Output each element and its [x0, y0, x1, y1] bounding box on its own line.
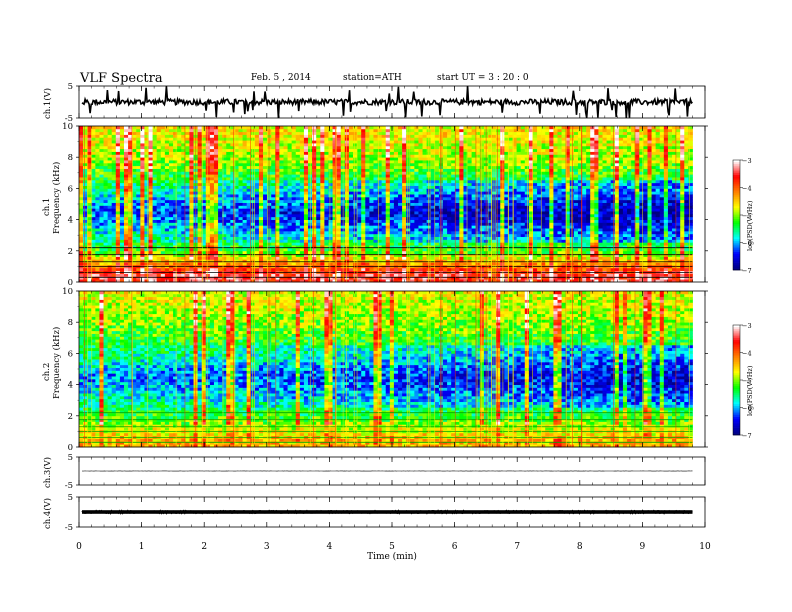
colorbar-tick-label: −5 — [742, 212, 752, 220]
y-tick-label: -5 — [65, 114, 73, 124]
x-tick-label: 5 — [389, 542, 395, 552]
colorbar-tick-label: −6 — [742, 240, 752, 248]
y-tick-label: 10 — [62, 287, 73, 297]
y-tick-label: 0 — [68, 278, 73, 288]
y-tick-label: 4 — [68, 216, 73, 226]
x-tick-label: 7 — [514, 542, 520, 552]
x-tick-label: 1 — [139, 542, 145, 552]
y-tick-label: -5 — [65, 523, 73, 533]
waveform-axis-label: ch.4(V) — [42, 498, 53, 529]
date-label: Feb. 5 , 2014 — [251, 73, 311, 83]
colorbar-tick-label: −4 — [742, 350, 752, 358]
x-tick-label: 3 — [264, 542, 270, 552]
colorbar — [733, 160, 740, 271]
colorbar-label: log(PSD(V²/Hz) — [746, 365, 754, 416]
colorbar-tick-label: −4 — [742, 185, 752, 193]
y-tick-label: 5 — [68, 493, 73, 503]
x-tick-label: 9 — [640, 542, 646, 552]
frequency-axis-label: Frequency (kHz) — [51, 327, 62, 399]
y-tick-label: 8 — [68, 153, 73, 163]
figure-title: VLF Spectra — [80, 71, 163, 86]
y-tick-label: 2 — [68, 412, 73, 422]
colorbar — [733, 325, 740, 436]
x-axis-label: Time (min) — [367, 551, 417, 562]
frequency-axis-label: Frequency (kHz) — [51, 162, 62, 234]
x-tick-label: 6 — [452, 542, 458, 552]
y-tick-label: 0 — [68, 443, 73, 453]
y-tick-label: -5 — [65, 481, 73, 491]
x-tick-label: 8 — [577, 542, 583, 552]
x-tick-label: 4 — [327, 542, 333, 552]
colorbar-tick-label: −3 — [742, 322, 752, 330]
spectrogram-ch1 — [79, 126, 693, 283]
waveform-trace — [81, 86, 693, 119]
y-tick-label: 2 — [68, 247, 73, 257]
spectrogram-ch2 — [79, 291, 693, 448]
colorbar-tick-label: −7 — [742, 432, 752, 440]
colorbar-label: log(PSD(V²/Hz) — [746, 200, 754, 251]
waveform-band — [82, 510, 693, 514]
waveform-axis-label: ch.1(V) — [42, 88, 53, 119]
colorbar-tick-label: −3 — [742, 157, 752, 165]
channel-label: ch.1 — [42, 198, 52, 216]
y-tick-label: 4 — [68, 381, 73, 391]
x-tick-label: 2 — [201, 542, 207, 552]
colorbar-tick-label: −5 — [742, 377, 752, 385]
colorbar-tick-label: −6 — [742, 405, 752, 413]
colorbar-tick-label: −7 — [742, 267, 752, 275]
station-label: station=ATH — [343, 73, 402, 83]
y-tick-label: 8 — [68, 318, 73, 328]
waveform-ch4v — [81, 509, 693, 515]
waveform-ch1v — [81, 86, 693, 119]
start-time-label: start UT = 3 : 20 : 0 — [437, 73, 529, 83]
y-tick-label: 6 — [68, 349, 73, 359]
x-tick-label: 10 — [699, 542, 711, 552]
y-tick-label: 5 — [68, 82, 73, 92]
y-tick-label: 10 — [62, 122, 73, 132]
channel-label: ch.2 — [42, 363, 52, 381]
y-tick-label: 6 — [68, 184, 73, 194]
x-tick-label: 0 — [76, 542, 82, 552]
waveform-axis-label: ch.3(V) — [42, 457, 53, 488]
y-tick-label: 5 — [68, 453, 73, 463]
